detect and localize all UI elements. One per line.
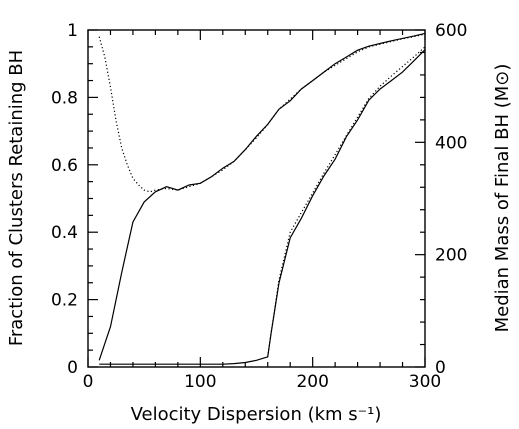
data-series [98,32,426,365]
x-axis-title: Velocity Dispersion (km s⁻¹) [131,404,382,425]
y-axis-title-left: Fraction of Clusters Retaining BH [6,50,27,346]
series-line-1 [98,32,426,361]
y-left-tick-label: 0.8 [51,88,78,108]
y-right-tick-label: 600 [435,21,467,41]
x-tick-label: 300 [409,372,441,392]
series-line-2 [98,33,426,193]
y-left-tick-label: 0.6 [51,156,78,176]
y-left-tick-label: 0.2 [51,291,78,311]
x-tick-label: 100 [184,372,216,392]
y-axis-title-right: Median Mass of Final BH (M⊙) [492,64,513,333]
y-left-tick-label: 0 [67,358,78,378]
axis-ticks [87,29,426,368]
y-right-tick-label: 200 [435,246,467,266]
x-tick-label: 0 [83,372,94,392]
y-right-tick-label: 400 [435,133,467,153]
x-tick-label: 200 [296,372,328,392]
y-left-tick-label: 0.4 [51,223,78,243]
series-line-4 [267,46,426,357]
plot-frame [87,29,426,368]
series-line-3 [99,49,426,365]
y-right-tick-label: 0 [435,358,446,378]
y-left-tick-label: 1 [67,21,78,41]
